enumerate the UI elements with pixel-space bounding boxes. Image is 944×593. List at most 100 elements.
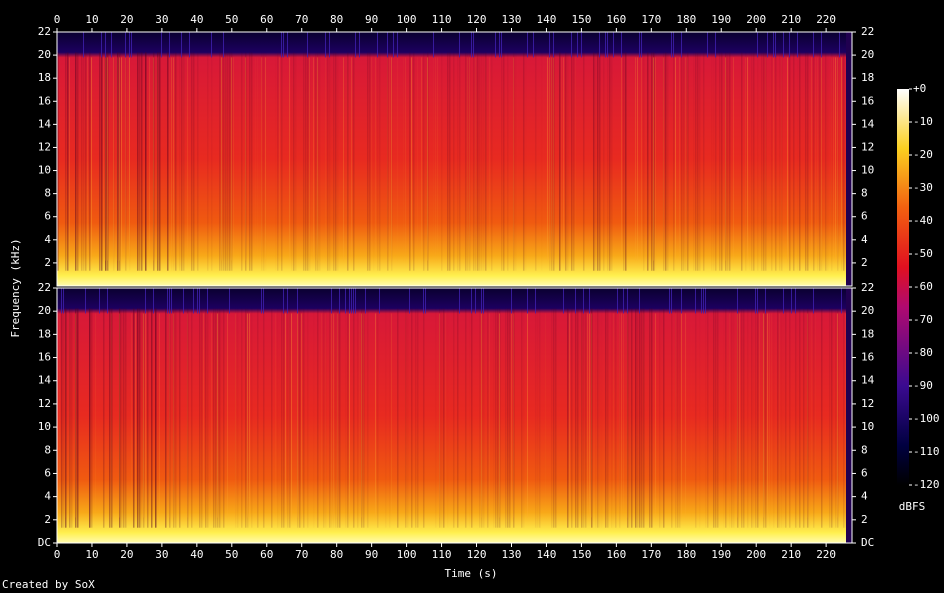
- texture: [101, 52, 103, 271]
- texture: [191, 52, 193, 271]
- texture: [415, 308, 417, 528]
- texture: [135, 313, 136, 518]
- texture: [589, 288, 590, 314]
- texture: [821, 57, 822, 261]
- colorbar-tick-label: -10: [913, 115, 933, 128]
- texture: [353, 288, 354, 314]
- texture: [123, 308, 125, 528]
- texture: [359, 313, 360, 518]
- texture: [685, 313, 686, 518]
- texture: [181, 32, 182, 58]
- texture: [499, 308, 501, 528]
- texture: [281, 52, 283, 271]
- texture: [193, 52, 195, 271]
- x-tick-label: 70: [295, 13, 308, 26]
- y-tick-label: 16: [38, 94, 51, 107]
- texture: [725, 308, 727, 528]
- texture: [499, 313, 500, 518]
- texture: [63, 308, 65, 528]
- texture: [309, 52, 311, 271]
- texture: [763, 52, 765, 271]
- texture: [789, 32, 790, 58]
- texture: [183, 57, 184, 260]
- y-tick-label: 20: [861, 48, 874, 61]
- texture: [167, 52, 169, 271]
- texture: [479, 308, 481, 528]
- texture: [287, 32, 288, 58]
- texture: [249, 52, 251, 271]
- texture: [187, 308, 189, 528]
- texture: [405, 313, 406, 518]
- texture: [221, 52, 223, 271]
- texture: [745, 57, 746, 261]
- x-tick-label: 50: [225, 13, 238, 26]
- texture: [475, 288, 476, 314]
- texture: [297, 313, 298, 518]
- texture: [103, 57, 104, 261]
- texture: [771, 313, 772, 518]
- x-tick-label: 10: [85, 13, 98, 26]
- texture: [639, 288, 640, 314]
- texture: [483, 288, 484, 314]
- texture: [329, 52, 331, 271]
- y-tick-label: 10: [861, 164, 874, 177]
- texture: [555, 308, 557, 528]
- texture: [241, 308, 243, 528]
- texture: [757, 308, 759, 528]
- texture: [821, 32, 822, 58]
- texture: [781, 57, 782, 261]
- y-tick-label: 18: [861, 71, 874, 84]
- texture: [65, 52, 67, 271]
- texture: [811, 313, 812, 518]
- y-tick-label: 12: [861, 140, 874, 153]
- texture: [373, 52, 375, 270]
- texture: [173, 57, 174, 261]
- texture: [219, 52, 221, 271]
- texture: [405, 308, 407, 528]
- texture: [681, 52, 683, 271]
- x-tick-label: 170: [641, 13, 661, 26]
- texture: [695, 308, 697, 528]
- x-tick-label: 140: [537, 13, 557, 26]
- texture: [535, 52, 537, 271]
- texture: [783, 288, 784, 314]
- texture: [837, 52, 839, 271]
- texture: [145, 52, 147, 271]
- x-tick-label: 10: [85, 548, 98, 561]
- texture: [251, 308, 253, 528]
- texture: [339, 288, 340, 314]
- y-tick-label: 4: [44, 233, 51, 246]
- texture: [481, 288, 482, 314]
- texture: [409, 288, 410, 314]
- texture: [637, 308, 639, 528]
- y-tick-label: 10: [38, 164, 51, 177]
- texture: [353, 314, 354, 518]
- texture: [713, 308, 715, 528]
- texture: [161, 32, 162, 58]
- texture: [753, 308, 755, 527]
- texture: [335, 308, 337, 528]
- texture: [591, 313, 592, 518]
- texture: [393, 32, 394, 58]
- texture: [69, 308, 71, 528]
- texture: [731, 308, 733, 528]
- texture: [475, 57, 476, 261]
- x-tick-label: 150: [571, 548, 591, 561]
- texture: [331, 308, 333, 528]
- texture: [611, 308, 613, 528]
- panel-border: [56, 31, 853, 287]
- texture: [711, 52, 713, 270]
- texture: [473, 52, 475, 271]
- y-tick-label: 12: [861, 397, 874, 410]
- texture: [717, 308, 719, 528]
- x-tick-label: 180: [676, 13, 696, 26]
- texture: [321, 313, 322, 518]
- texture: [671, 308, 673, 528]
- texture: [737, 308, 739, 528]
- texture: [739, 313, 740, 518]
- texture: [563, 288, 564, 314]
- texture: [629, 308, 631, 528]
- texture: [645, 57, 646, 260]
- texture: [507, 52, 509, 271]
- texture: [631, 308, 633, 528]
